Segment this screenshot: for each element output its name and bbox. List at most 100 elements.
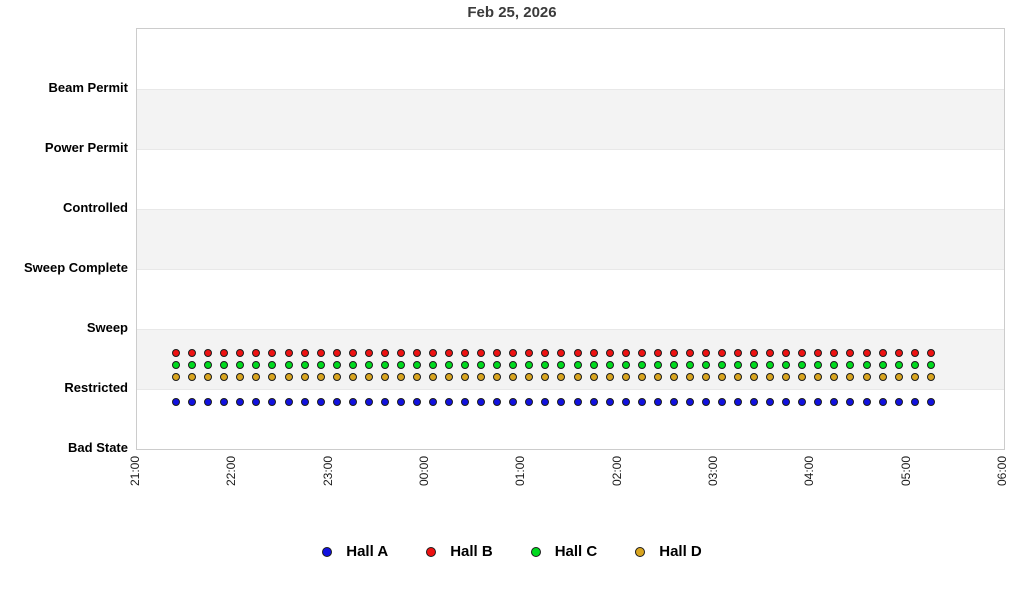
data-point-hall-c — [348, 361, 357, 370]
data-point-hall-c — [782, 361, 791, 370]
data-point-hall-b — [894, 349, 903, 358]
data-point-hall-a — [332, 397, 341, 406]
data-point-hall-c — [798, 361, 807, 370]
data-point-hall-b — [380, 349, 389, 358]
data-point-hall-d — [541, 373, 550, 382]
data-point-hall-b — [846, 349, 855, 358]
y-axis-label: Controlled — [63, 200, 128, 215]
data-point-hall-a — [701, 397, 710, 406]
data-point-hall-c — [926, 361, 935, 370]
data-point-hall-b — [814, 349, 823, 358]
data-point-hall-c — [396, 361, 405, 370]
data-point-hall-b — [412, 349, 421, 358]
data-point-hall-b — [429, 349, 438, 358]
data-point-hall-d — [461, 373, 470, 382]
data-point-hall-b — [268, 349, 277, 358]
data-point-hall-d — [573, 373, 582, 382]
data-point-hall-a — [605, 397, 614, 406]
data-point-hall-c — [188, 361, 197, 370]
data-point-hall-a — [188, 397, 197, 406]
data-point-hall-d — [894, 373, 903, 382]
x-axis-label: 04:00 — [802, 456, 817, 487]
data-point-hall-d — [718, 373, 727, 382]
data-point-hall-d — [252, 373, 261, 382]
data-point-hall-a — [926, 397, 935, 406]
data-point-hall-d — [862, 373, 871, 382]
data-point-hall-d — [685, 373, 694, 382]
x-axis-label: 23:00 — [320, 456, 335, 487]
data-point-hall-d — [236, 373, 245, 382]
data-point-hall-c — [332, 361, 341, 370]
y-axis-label: Restricted — [64, 380, 128, 395]
data-point-hall-d — [926, 373, 935, 382]
data-point-hall-b — [364, 349, 373, 358]
data-point-hall-d — [268, 373, 277, 382]
data-point-hall-d — [621, 373, 630, 382]
data-point-hall-c — [669, 361, 678, 370]
data-point-hall-a — [284, 397, 293, 406]
data-point-hall-a — [878, 397, 887, 406]
data-point-hall-c — [685, 361, 694, 370]
data-point-hall-a — [445, 397, 454, 406]
legend-marker-circle-icon — [530, 546, 541, 557]
data-point-hall-c — [557, 361, 566, 370]
legend-label: Hall D — [659, 543, 702, 560]
data-point-hall-a — [557, 397, 566, 406]
data-point-hall-d — [557, 373, 566, 382]
data-point-hall-a — [477, 397, 486, 406]
data-point-hall-b — [653, 349, 662, 358]
data-point-hall-a — [316, 397, 325, 406]
data-point-hall-a — [685, 397, 694, 406]
data-point-hall-a — [268, 397, 277, 406]
data-point-hall-d — [766, 373, 775, 382]
data-point-hall-a — [300, 397, 309, 406]
data-point-hall-b — [445, 349, 454, 358]
data-point-hall-b — [734, 349, 743, 358]
data-point-hall-d — [525, 373, 534, 382]
data-point-hall-b — [573, 349, 582, 358]
data-point-hall-b — [910, 349, 919, 358]
data-point-hall-b — [669, 349, 678, 358]
data-point-hall-d — [701, 373, 710, 382]
chart-title: Feb 25, 2026 — [467, 4, 557, 21]
data-point-hall-b — [525, 349, 534, 358]
legend-label: Hall B — [450, 543, 493, 560]
plot-band — [137, 329, 1004, 389]
data-point-hall-a — [429, 397, 438, 406]
data-point-hall-a — [172, 397, 181, 406]
data-point-hall-c — [172, 361, 181, 370]
data-point-hall-b — [188, 349, 197, 358]
plot-band — [137, 29, 1004, 89]
data-point-hall-b — [878, 349, 887, 358]
data-point-hall-b — [701, 349, 710, 358]
data-point-hall-c — [477, 361, 486, 370]
data-point-hall-c — [429, 361, 438, 370]
data-point-hall-a — [380, 397, 389, 406]
data-point-hall-c — [589, 361, 598, 370]
data-point-hall-b — [284, 349, 293, 358]
y-axis-label: Sweep — [86, 320, 128, 335]
legend-marker-circle-icon — [426, 546, 437, 557]
data-point-hall-a — [461, 397, 470, 406]
legend-label: Hall C — [554, 543, 598, 560]
data-point-hall-c — [509, 361, 518, 370]
data-point-hall-c — [252, 361, 261, 370]
data-point-hall-d — [316, 373, 325, 382]
data-point-hall-d — [364, 373, 373, 382]
data-point-hall-d — [782, 373, 791, 382]
data-point-hall-d — [429, 373, 438, 382]
data-point-hall-d — [172, 373, 181, 382]
data-point-hall-b — [220, 349, 229, 358]
data-point-hall-a — [621, 397, 630, 406]
data-point-hall-c — [766, 361, 775, 370]
data-point-hall-d — [750, 373, 759, 382]
data-point-hall-d — [332, 373, 341, 382]
data-point-hall-b — [605, 349, 614, 358]
data-point-hall-c — [284, 361, 293, 370]
data-point-hall-a — [220, 397, 229, 406]
data-point-hall-c — [236, 361, 245, 370]
data-point-hall-c — [525, 361, 534, 370]
x-axis-label: 06:00 — [995, 456, 1009, 487]
data-point-hall-a — [734, 397, 743, 406]
plot-band — [137, 89, 1004, 149]
